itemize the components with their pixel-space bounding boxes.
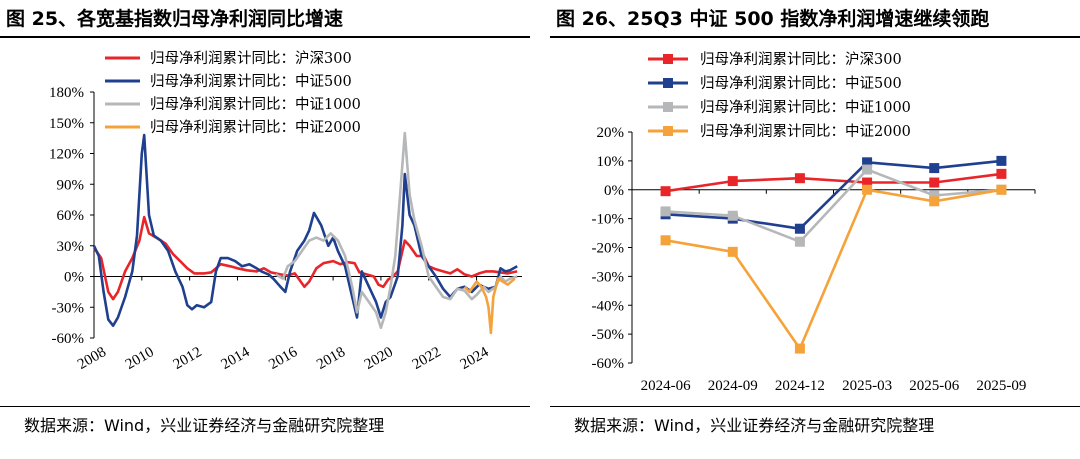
x-tick-label-left: 2018	[314, 344, 348, 373]
y-tick-label-left: 60%	[57, 208, 85, 224]
source-rule-right	[550, 406, 1080, 407]
data-point-right-1	[727, 176, 738, 187]
y-tick-label-left: -60%	[52, 331, 85, 347]
title-rule-left	[0, 36, 530, 38]
x-tick-label-left: 2012	[171, 344, 205, 373]
legend-label-right-3: 归母净利润累计同比：中证1000	[700, 99, 911, 116]
data-point-right-2	[862, 157, 873, 168]
x-tick-label-left: 2016	[266, 344, 300, 373]
data-point-right-3	[727, 210, 738, 221]
data-point-right-2	[929, 163, 940, 174]
data-point-right-1	[794, 173, 805, 184]
y-tick-label-right: 20%	[597, 125, 625, 141]
y-tick-label-right: -20%	[592, 241, 625, 257]
y-tick-label-right: -40%	[592, 298, 625, 314]
series-line-left-1	[92, 215, 518, 301]
data-point-right-1	[862, 177, 873, 188]
x-tick-label-right: 2024-12	[775, 378, 825, 394]
y-tick-label-left: 0%	[64, 270, 84, 286]
data-point-right-1	[996, 168, 1007, 179]
x-tick-label-right: 2025-06	[909, 378, 959, 394]
series-line-left-3	[275, 131, 518, 330]
data-point-right-3	[794, 236, 805, 247]
y-tick-label-left: 150%	[49, 116, 84, 132]
y-tick-label-left: 30%	[57, 239, 85, 255]
y-tick-label-right: 10%	[597, 154, 625, 170]
legend-label-left-4: 归母净利润累计同比：中证2000	[150, 119, 361, 136]
y-tick-label-left: 90%	[57, 177, 85, 193]
series-line-right-3	[665, 168, 1002, 243]
source-rule-left	[0, 406, 530, 407]
y-tick-label-right: -10%	[592, 212, 625, 228]
y-tick-label-right: -60%	[592, 356, 625, 372]
y-tick-label-right: -30%	[592, 269, 625, 285]
source-note-left: 数据来源：Wind，兴业证券经济与金融研究院整理	[24, 416, 385, 435]
x-tick-label-right: 2025-09	[976, 378, 1026, 394]
x-tick-label-left: 2022	[410, 344, 444, 373]
y-tick-label-left: 120%	[49, 147, 84, 163]
legend-label-right-1: 归母净利润累计同比：沪深300	[700, 51, 902, 68]
chart-panel-left: 图 25、各宽基指数归母净利润同比增速 180% 150% 120% 90% 60% 30…	[0, 0, 530, 459]
legend-marker-right-4	[663, 126, 673, 136]
x-tick-label-left: 2020	[362, 344, 396, 373]
chart-title-right: 图 26、25Q3 中证 500 指数净利润增速继续领跑	[556, 8, 990, 30]
data-point-right-2	[794, 223, 805, 234]
series-line-left-4	[463, 277, 516, 335]
y-tick-label-left: -30%	[52, 300, 85, 316]
x-tick-label-right: 2025-03	[842, 378, 892, 394]
data-point-right-4	[727, 246, 738, 257]
data-point-right-4	[794, 343, 805, 354]
data-point-right-4	[996, 184, 1007, 195]
data-point-right-4	[929, 196, 940, 207]
legend-label-left-1: 归母净利润累计同比：沪深300	[150, 50, 352, 67]
x-tick-label-left: 2008	[75, 344, 109, 373]
source-note-right: 数据来源：Wind，兴业证券经济与金融研究院整理	[574, 416, 935, 435]
data-point-right-3	[929, 190, 940, 201]
legend-label-right-4: 归母净利润累计同比：中证2000	[700, 123, 911, 140]
series-line-right-1	[665, 172, 1002, 193]
data-point-right-1	[929, 177, 940, 188]
legend-marker-right-2	[663, 78, 673, 88]
x-tick-label-right: 2024-06	[641, 378, 691, 394]
x-tick-label-left: 2010	[123, 344, 157, 373]
data-point-right-4	[862, 184, 873, 195]
legend-marker-right-3	[663, 102, 673, 112]
data-point-right-3	[660, 206, 671, 217]
line-chart-right: 20% 10% 0% -10% -20% -30% -40% -50% -60% 2024-06 2…	[592, 51, 1036, 394]
x-tick-label-right: 2024-09	[708, 378, 758, 394]
legend-label-left-2: 归母净利润累计同比：中证500	[150, 73, 352, 90]
y-tick-label-right: 0%	[604, 183, 624, 199]
legend-label-left-3: 归母净利润累计同比：中证1000	[150, 96, 361, 113]
series-line-right-4	[665, 188, 1002, 350]
title-rule-right	[550, 36, 1080, 38]
chart-title-left: 图 25、各宽基指数归母净利润同比增速	[6, 8, 344, 30]
chart-panel-right: 图 26、25Q3 中证 500 指数净利润增速继续领跑 20% 10% 0% -10…	[550, 0, 1080, 459]
data-point-right-3	[862, 164, 873, 175]
y-tick-label-left: 180%	[49, 85, 84, 101]
data-point-right-1	[660, 186, 671, 197]
data-point-right-4	[660, 235, 671, 246]
series-line-left-2	[92, 133, 518, 327]
line-chart-left: 180% 150% 120% 90% 60% 30% 0% -30% -60%2008 2010 2…	[49, 50, 522, 373]
y-tick-label-right: -50%	[592, 327, 625, 343]
data-point-right-2	[996, 155, 1007, 166]
x-tick-label-left: 2014	[218, 344, 252, 373]
legend-marker-right-1	[663, 54, 673, 64]
series-line-right-2	[665, 159, 1002, 230]
legend-label-right-2: 归母净利润累计同比：中证500	[700, 75, 902, 92]
x-tick-label-left: 2024	[458, 344, 492, 373]
